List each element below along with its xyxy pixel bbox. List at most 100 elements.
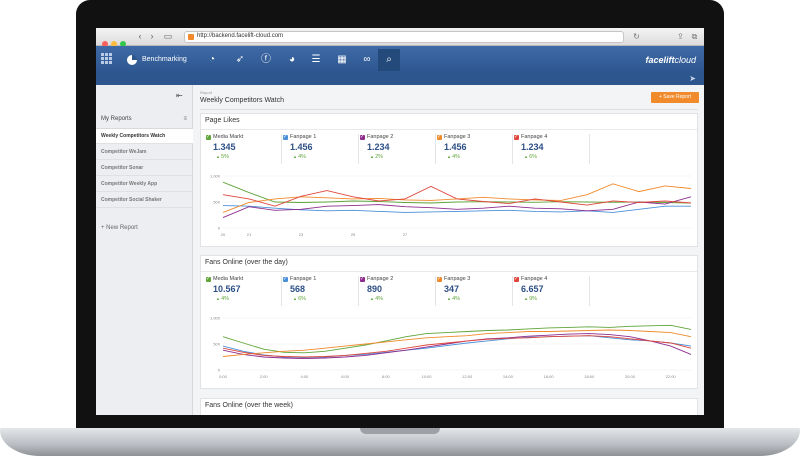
x-tick-label: 27 [403,232,408,237]
series-line-fanpage-2[interactable] [222,333,692,360]
series-line-fanpage-1[interactable] [222,205,691,213]
facebook-icon[interactable]: ⓕ [261,54,271,65]
zoom-window-button[interactable] [120,41,126,47]
x-tick-label: 16:00 [544,374,555,379]
series-line-media-markt[interactable] [222,181,692,204]
checkbox-icon[interactable] [514,133,519,141]
metric-name: Fanpage 4 [521,134,548,140]
metric-change: 6% [293,296,306,302]
brand-light: cloud [674,55,696,65]
metric-media-markt[interactable]: Media Markt 1.345 5% [206,133,282,164]
save-report-button[interactable]: + Save Report [651,92,699,103]
series-line-fanpage-3[interactable] [222,329,692,357]
series-line-fanpage-1[interactable] [222,335,692,358]
header-divider [200,109,698,110]
checkbox-icon[interactable] [437,275,442,283]
fans-online-week-card: Fans Online (over the week) [200,398,698,415]
checkbox-icon[interactable] [283,275,288,283]
metric-fanpage-2[interactable]: Fanpage 2 890 4% [360,275,436,306]
metric-name: Fanpage 4 [521,276,548,282]
metric-change: 4% [447,296,460,302]
x-tick-label: 25 [351,232,356,237]
metric-fanpage-3[interactable]: Fanpage 3 1.456 4% [437,133,513,164]
sidebar-item-competitor-social-shaker[interactable]: Competitor Social Shaker [96,193,193,208]
favicon-icon [188,34,194,40]
y-tick-label: 0 [218,226,221,231]
chevron-right-icon[interactable]: › [150,31,154,41]
rocket-icon[interactable]: ➶ [235,54,245,65]
fans-online-day-card: Fans Online (over the day) Media Markt 10… [200,255,698,389]
series-line-fanpage-4[interactable] [222,335,692,358]
reload-icon[interactable]: ↻ [633,32,640,41]
address-bar[interactable]: http://backend.facelift-cloud.com [184,31,624,43]
sidebar-toggle-icon[interactable]: ▭ [163,31,173,41]
series-line-fanpage-3[interactable] [222,183,692,213]
checkbox-icon[interactable] [514,275,519,283]
y-tick-label: 1.000 [210,316,221,321]
metric-fanpage-3[interactable]: Fanpage 3 347 4% [437,275,513,306]
metric-name: Media Markt [213,134,244,140]
x-tick-label: 18:00 [584,374,595,379]
search-icon[interactable]: ⌕ [386,54,392,65]
sidebar-item-competitor-wejam[interactable]: Competitor WeJam [96,145,193,160]
metric-value: 1.456 [444,142,467,152]
my-reports-header: My Reports ≡ [96,113,193,129]
benchmarking-label: Benchmarking [142,56,187,63]
app-subheader: ➤ [96,74,704,85]
x-tick-label: 14:00 [503,374,514,379]
series-line-media-markt[interactable] [222,324,692,354]
chevron-left-icon[interactable]: ‹ [138,31,142,41]
metric-media-markt[interactable]: Media Markt 10.567 4% [206,275,282,306]
y-tick-label: 1.000 [210,174,221,179]
new-report-button[interactable]: + New Report [101,225,138,231]
checkbox-icon[interactable] [206,275,211,283]
collapse-sidebar-icon[interactable]: ⇤ [176,91,183,100]
breadcrumb[interactable]: Report [200,90,213,95]
app-grid-icon[interactable] [101,53,113,65]
metric-fanpage-4[interactable]: Fanpage 4 1.234 6% [514,133,590,164]
paper-plane-icon[interactable]: ➤ [689,74,696,83]
metric-fanpage-4[interactable]: Fanpage 4 6.657 9% [514,275,590,306]
metric-value: 1.234 [521,142,544,152]
checkbox-icon[interactable] [206,133,211,141]
calendar-icon[interactable]: ▦ [337,54,347,65]
x-tick-label: 4:00 [300,374,309,379]
menu-icon[interactable]: ≡ [183,116,187,122]
dashboard-gauge-icon[interactable]: ◔ [208,54,216,65]
checkbox-icon[interactable] [437,133,442,141]
series-line-fanpage-4[interactable] [222,185,692,207]
checkbox-icon[interactable] [360,133,365,141]
y-tick-label: 0 [218,368,221,373]
checkbox-icon[interactable] [360,275,365,283]
sidebar-item-competitor-weekly-app[interactable]: Competitor Weekly App [96,177,193,192]
metric-value: 1.234 [367,142,390,152]
checkbox-icon[interactable] [283,133,288,141]
sidebar-item-competitor-sonar[interactable]: Competitor Sonar [96,161,193,176]
metric-fanpage-1[interactable]: Fanpage 1 568 6% [283,275,359,306]
x-tick-label: 8:00 [382,374,391,379]
x-tick-label: 10:00 [421,374,432,379]
metric-value: 10.567 [213,284,241,294]
series-line-fanpage-2[interactable] [222,196,692,219]
metric-name: Fanpage 1 [290,276,317,282]
benchmarking-nav[interactable]: Benchmarking [123,46,195,74]
tabs-icon[interactable]: ⧉ [691,32,698,41]
metric-name: Fanpage 2 [367,134,394,140]
metric-change: 9% [524,296,537,302]
close-window-button[interactable] [102,41,108,47]
sidebar-item-label: Competitor Weekly App [101,181,158,187]
card-title: Fans Online (over the week) [205,402,293,409]
minimize-window-button[interactable] [111,41,117,47]
fans-online-day-chart: 1.000 500 00:00 2:00 4:00 6:00 8:00 10:00 12:00 1… [210,316,692,379]
page-likes-card: Page Likes Media Markt 1.345 5% Fanpage 1 1.… [200,113,698,247]
metric-fanpage-2[interactable]: Fanpage 2 1.234 2% [360,133,436,164]
binoculars-icon[interactable]: ∞ [363,54,371,65]
server-icon[interactable]: ☰ [311,54,321,65]
brand-bold: facelift [645,55,675,65]
metric-fanpage-1[interactable]: Fanpage 1 1.456 4% [283,133,359,164]
card-title: Fans Online (over the day) [205,259,288,266]
sidebar-item-weekly-competitors-watch[interactable]: Weekly Competitors Watch [96,129,193,144]
y-tick-label: 500 [213,200,220,205]
share-icon[interactable]: ⇪ [677,32,684,41]
pie-icon[interactable]: ◕ [288,54,296,65]
